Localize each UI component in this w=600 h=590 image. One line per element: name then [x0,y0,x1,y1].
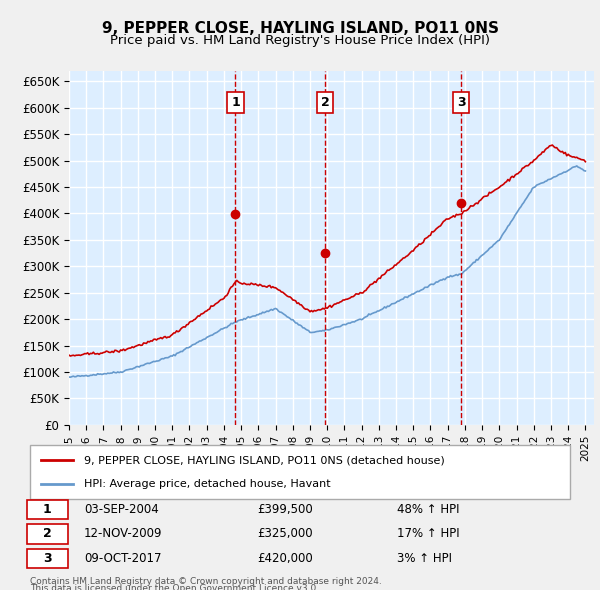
Text: 17% ↑ HPI: 17% ↑ HPI [397,527,460,540]
Text: 03-SEP-2004: 03-SEP-2004 [84,503,159,516]
Text: 3: 3 [457,96,466,109]
FancyBboxPatch shape [28,500,68,519]
FancyBboxPatch shape [30,445,570,499]
Text: 3% ↑ HPI: 3% ↑ HPI [397,552,452,565]
Text: 2: 2 [43,527,52,540]
Text: 12-NOV-2009: 12-NOV-2009 [84,527,163,540]
Text: This data is licensed under the Open Government Licence v3.0.: This data is licensed under the Open Gov… [30,584,319,590]
FancyBboxPatch shape [28,525,68,543]
Text: 9, PEPPER CLOSE, HAYLING ISLAND, PO11 0NS (detached house): 9, PEPPER CLOSE, HAYLING ISLAND, PO11 0N… [84,455,445,466]
Text: 2: 2 [320,96,329,109]
Text: 3: 3 [43,552,52,565]
FancyBboxPatch shape [28,549,68,568]
Text: £420,000: £420,000 [257,552,313,565]
Text: £399,500: £399,500 [257,503,313,516]
Text: 9, PEPPER CLOSE, HAYLING ISLAND, PO11 0NS: 9, PEPPER CLOSE, HAYLING ISLAND, PO11 0N… [101,21,499,35]
Text: 1: 1 [231,96,240,109]
Text: Price paid vs. HM Land Registry's House Price Index (HPI): Price paid vs. HM Land Registry's House … [110,34,490,47]
Text: £325,000: £325,000 [257,527,313,540]
Text: 09-OCT-2017: 09-OCT-2017 [84,552,161,565]
Text: Contains HM Land Registry data © Crown copyright and database right 2024.: Contains HM Land Registry data © Crown c… [30,577,382,586]
Text: 1: 1 [43,503,52,516]
Text: 48% ↑ HPI: 48% ↑ HPI [397,503,460,516]
Text: HPI: Average price, detached house, Havant: HPI: Average price, detached house, Hava… [84,478,331,489]
